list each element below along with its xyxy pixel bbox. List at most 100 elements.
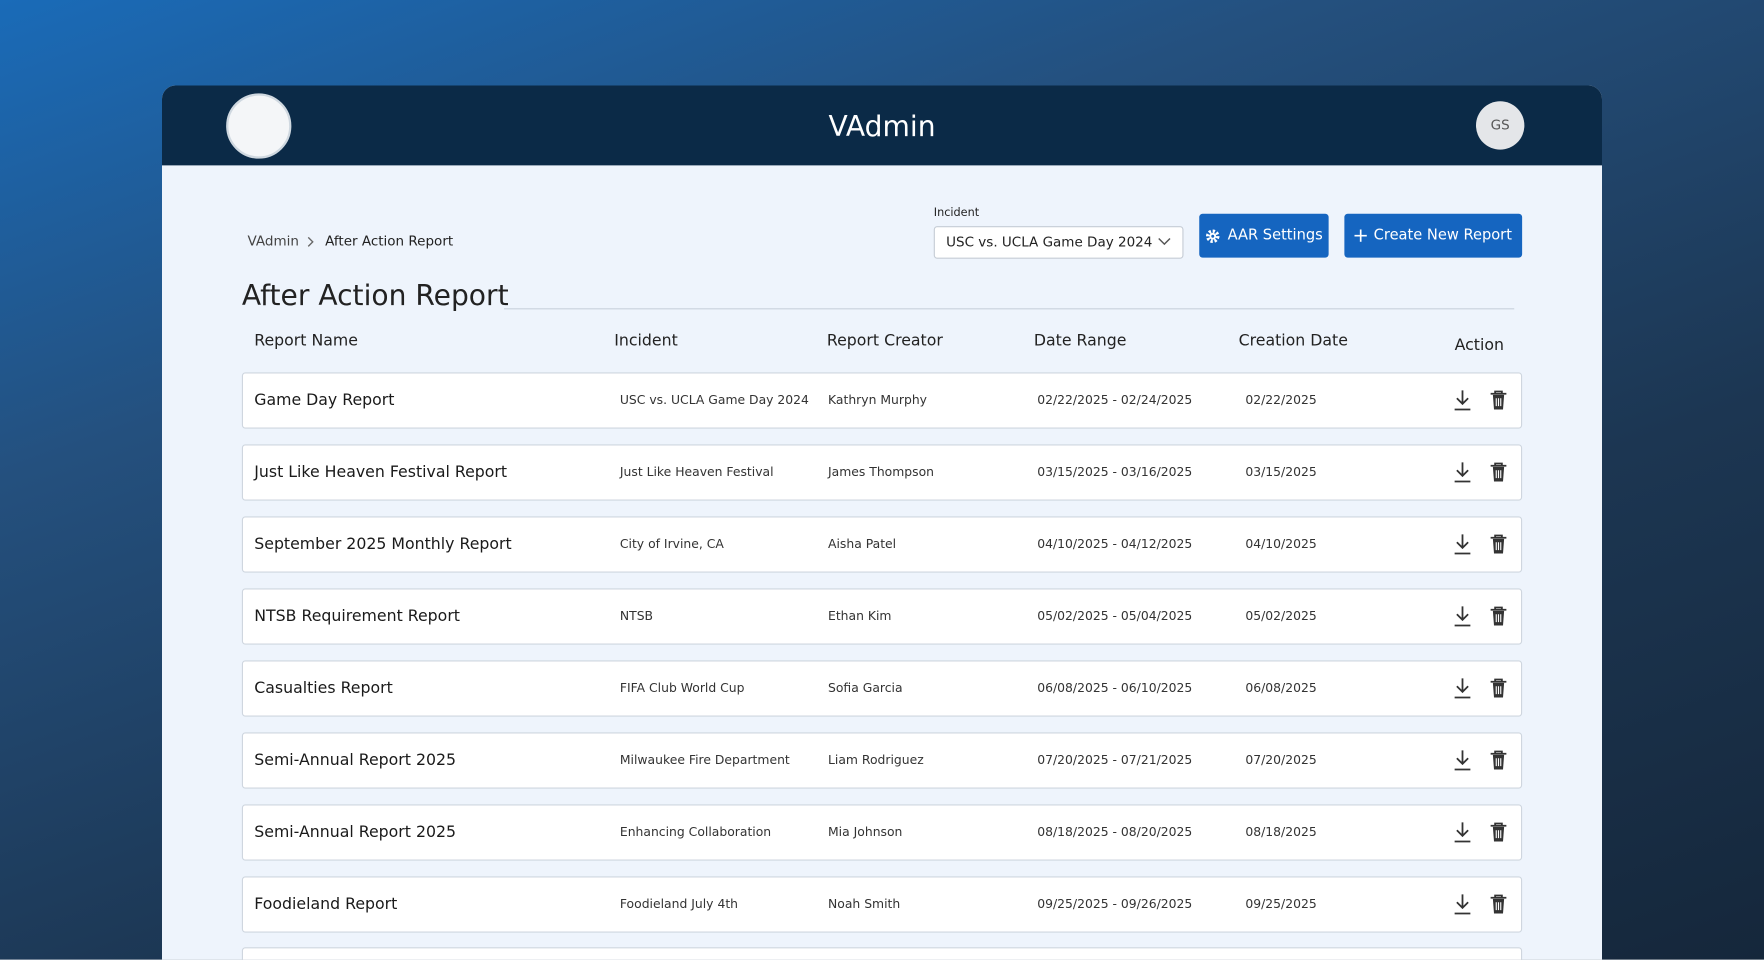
- row-actions: [1452, 893, 1508, 916]
- cell-text: 04/10/2025 - 04/12/2025: [1037, 536, 1193, 552]
- cell-text: Enhancing Collaboration: [619, 824, 772, 840]
- report-name: Casualties Report: [254, 679, 393, 698]
- table-row[interactable]: Game Day Report USC vs. UCLA Game Day 202…: [241, 372, 1523, 429]
- cell-text: 09/25/2025 - 09/26/2025: [1037, 896, 1193, 912]
- chevron: [1158, 237, 1171, 246]
- download-icon[interactable]: [1452, 893, 1472, 916]
- cell-text: Ethan Kim: [828, 608, 892, 624]
- cell-text: FIFA Club World Cup: [619, 680, 745, 696]
- incident-select[interactable]: USC vs. UCLA Game Day 2024: [933, 226, 1184, 259]
- cell-text: Noah Smith: [828, 896, 901, 912]
- avatar[interactable]: GS: [1476, 101, 1525, 150]
- table-row[interactable]: [241, 947, 1523, 960]
- row-actions: [1452, 389, 1508, 412]
- cell-text: 03/15/2025: [1245, 464, 1317, 480]
- delete-icon[interactable]: [1488, 461, 1508, 484]
- cell-text: Mia Johnson: [828, 824, 903, 840]
- cell-text: 05/02/2025: [1245, 608, 1317, 624]
- table-row[interactable]: Foodieland Report Foodieland July 4th Noah…: [241, 876, 1523, 933]
- cell-text: USC vs. UCLA Game Day 2024: [619, 392, 809, 408]
- report-name: Foodieland Report: [254, 895, 398, 914]
- report-name: Game Day Report: [254, 391, 395, 410]
- button-text: AAR Settings: [1227, 227, 1323, 245]
- delete-icon[interactable]: [1488, 533, 1508, 556]
- logo[interactable]: [226, 93, 292, 159]
- report-name: Semi-Annual Report 2025: [254, 823, 457, 842]
- row-actions: [1452, 533, 1508, 556]
- delete-icon[interactable]: [1488, 893, 1508, 916]
- table-row[interactable]: September 2025 Monthly Report City of Irv…: [241, 516, 1523, 573]
- table-row[interactable]: Casualties Report FIFA Club World Cup Sofi…: [241, 660, 1523, 717]
- cell-text: Sofia Garcia: [828, 680, 903, 696]
- delete-icon[interactable]: [1488, 389, 1508, 412]
- cell-text: James Thompson: [828, 464, 935, 480]
- create-button[interactable]: Create New Report: [1344, 213, 1523, 258]
- cell-text: 02/22/2025 - 02/24/2025: [1037, 392, 1193, 408]
- download-icon[interactable]: [1452, 677, 1472, 700]
- app-card: VAdmin GS VAdmin After Action Report Inc…: [162, 85, 1602, 960]
- breadcrumb-link[interactable]: VAdmin: [247, 232, 299, 249]
- column-header: Action: [1454, 336, 1504, 355]
- filter-label: Incident: [933, 207, 980, 220]
- table-row[interactable]: Semi-Annual Report 2025 Milwaukee Fire De…: [241, 732, 1523, 789]
- column-header: Creation Date: [1238, 331, 1348, 350]
- delete-icon[interactable]: [1488, 749, 1508, 772]
- table-row[interactable]: NTSB Requirement Report NTSB Ethan Kim 05/0…: [241, 588, 1523, 645]
- report-name: Just Like Heaven Festival Report: [254, 463, 508, 482]
- column-header: Report Name: [254, 331, 358, 350]
- divider: [504, 308, 1515, 310]
- row-actions: [1452, 677, 1508, 700]
- row-actions: [1452, 821, 1508, 844]
- cell-text: 06/08/2025: [1245, 680, 1317, 696]
- cell-text: 04/10/2025: [1245, 536, 1317, 552]
- report-name: September 2025 Monthly Report: [254, 535, 512, 554]
- top-bar: VAdmin GS: [162, 85, 1602, 166]
- download-icon[interactable]: [1452, 821, 1472, 844]
- download-icon[interactable]: [1452, 533, 1472, 556]
- cell-text: 07/20/2025: [1245, 752, 1317, 768]
- cell-text: Milwaukee Fire Department: [619, 752, 790, 768]
- download-icon[interactable]: [1452, 749, 1472, 772]
- table-row[interactable]: Semi-Annual Report 2025 Enhancing Collabo…: [241, 804, 1523, 861]
- delete-icon[interactable]: [1488, 605, 1508, 628]
- cell-text: Kathryn Murphy: [828, 392, 927, 408]
- cell-text: Just Like Heaven Festival: [619, 464, 774, 480]
- cell-text: Aisha Patel: [828, 536, 897, 552]
- breadcrumb-separator: [307, 236, 314, 247]
- cell-text: Foodieland July 4th: [619, 896, 739, 912]
- cell-text: 06/08/2025 - 06/10/2025: [1037, 680, 1193, 696]
- cell-text: 02/22/2025: [1245, 392, 1317, 408]
- column-header: Incident: [614, 331, 678, 350]
- report-name: NTSB Requirement Report: [254, 607, 460, 626]
- delete-icon[interactable]: [1488, 821, 1508, 844]
- cell-text: NTSB: [619, 608, 654, 624]
- cell-text: 08/18/2025 - 08/20/2025: [1037, 824, 1193, 840]
- row-actions: [1452, 749, 1508, 772]
- cell-text: 07/20/2025 - 07/21/2025: [1037, 752, 1193, 768]
- settings-button[interactable]: AAR Settings: [1199, 213, 1329, 258]
- plus-icon: [1354, 229, 1367, 242]
- page-heading: After Action Report: [241, 279, 509, 312]
- cell-text: 05/02/2025 - 05/04/2025: [1037, 608, 1193, 624]
- cell-text: 08/18/2025: [1245, 824, 1317, 840]
- delete-icon[interactable]: [1488, 677, 1508, 700]
- cell-text: 03/15/2025 - 03/16/2025: [1037, 464, 1193, 480]
- row-actions: [1452, 605, 1508, 628]
- gear-icon: [1206, 228, 1220, 243]
- download-icon[interactable]: [1452, 461, 1472, 484]
- row-actions: [1452, 461, 1508, 484]
- cell-text: City of Irvine, CA: [619, 536, 724, 552]
- breadcrumb-current: After Action Report: [325, 232, 454, 249]
- cell-text: Liam Rodriguez: [828, 752, 924, 768]
- button-text: Create New Report: [1373, 227, 1512, 245]
- column-header: Date Range: [1033, 331, 1127, 350]
- column-header: Report Creator: [826, 331, 943, 350]
- table-row[interactable]: Just Like Heaven Festival Report Just Lik…: [241, 444, 1523, 501]
- cell-text: 09/25/2025: [1245, 896, 1317, 912]
- report-name: Semi-Annual Report 2025: [254, 751, 457, 770]
- download-icon[interactable]: [1452, 605, 1472, 628]
- download-icon[interactable]: [1452, 389, 1472, 412]
- app-title: VAdmin: [828, 110, 936, 143]
